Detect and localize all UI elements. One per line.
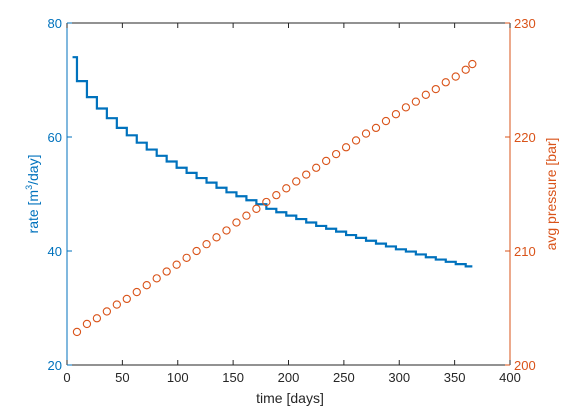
pressure-marker [172, 260, 181, 269]
pressure-marker [401, 103, 411, 112]
pressure-marker [222, 226, 231, 235]
pressure-marker [72, 327, 82, 337]
y-left-tick-label: 40 [48, 244, 62, 259]
pressure-marker [82, 319, 92, 329]
pressure-marker [242, 211, 251, 220]
pressure-marker [162, 267, 171, 276]
x-tick-label: 150 [222, 370, 244, 385]
x-tick-label: 50 [115, 370, 129, 385]
pressure-marker [331, 149, 341, 159]
pressure-marker [212, 233, 221, 242]
y-left-tick-label: 80 [48, 16, 62, 31]
pressure-marker [431, 84, 440, 94]
pressure-marker [202, 240, 211, 249]
x-tick-label: 100 [167, 370, 189, 385]
pressure-marker [112, 300, 121, 309]
pressure-marker [421, 90, 430, 99]
pressure-marker [142, 281, 151, 290]
y-axis-left-label-unit: /day] [25, 155, 41, 185]
axes [66, 22, 511, 366]
pressure-marker [322, 156, 331, 166]
pressure-marker [92, 314, 102, 323]
y-right-tick-label: 220 [514, 130, 536, 145]
x-tick-label: 200 [278, 370, 300, 385]
plot-area [72, 56, 477, 337]
pressure-marker [312, 163, 321, 172]
pressure-marker [302, 170, 311, 179]
x-axis-label: time [days] [256, 390, 324, 406]
y-axis-left-label-superscript: 3 [24, 185, 34, 190]
pressure-marker [292, 177, 301, 186]
pressure-marker [122, 294, 131, 304]
pressure-marker [411, 97, 421, 106]
pressure-marker [252, 204, 261, 213]
y-right-tick-label: 230 [514, 16, 536, 31]
pressure-marker [152, 274, 161, 283]
pressure-marker [351, 136, 361, 145]
pressure-marker [451, 72, 460, 81]
pressure-marker [272, 190, 281, 200]
x-tick-label: 350 [444, 370, 466, 385]
pressure-marker [381, 116, 391, 126]
pressure-marker [461, 65, 470, 74]
y-left-tick-label: 20 [48, 358, 62, 373]
y-axis-right-label: avg pressure [bar] [543, 138, 559, 251]
y-right-tick-label: 200 [514, 358, 536, 373]
y-right-tick-label: 210 [514, 244, 536, 259]
ticks: 0 50 100 150 200 250 300 350 400 20 40 60 80 200 210 22… [48, 16, 536, 385]
x-tick-label: 400 [499, 370, 521, 385]
y-axis-left-label: rate [m3/day] [24, 155, 41, 234]
x-tick-label: 300 [388, 370, 410, 385]
pressure-marker [282, 184, 291, 193]
pressure-marker [441, 78, 450, 87]
pressure-marker [182, 253, 191, 262]
y-left-tick-label: 60 [48, 130, 62, 145]
y-axis-left-label-text: rate [m [25, 190, 41, 234]
pressure-marker [391, 110, 401, 119]
pressure-marker [371, 123, 381, 133]
pressure-marker [468, 59, 477, 69]
pressure-marker [102, 307, 112, 316]
pressure-marker [132, 287, 141, 297]
x-tick-label: 250 [333, 370, 355, 385]
pressure-marker [262, 197, 271, 207]
pressure-marker [232, 218, 241, 227]
pressure-marker [192, 246, 201, 256]
pressure-marker [361, 129, 371, 138]
rate-step-line [72, 56, 473, 268]
x-tick-label: 0 [63, 370, 70, 385]
pressure-marker [341, 143, 351, 152]
